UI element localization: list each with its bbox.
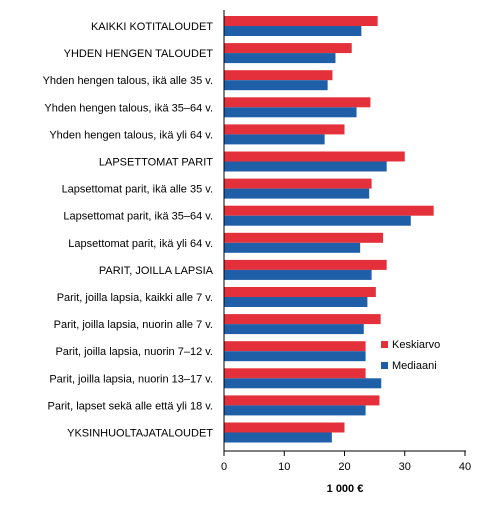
bar-keskiarvo-2	[224, 70, 333, 81]
bar-mediaani-6	[224, 188, 370, 199]
category-label: LAPSETTOMAT PARIT	[99, 157, 213, 169]
bar-mediaani-5	[224, 161, 387, 172]
bar-keskiarvo-13	[224, 368, 366, 379]
category-label: YKSINHUOLTAJATALOUDET	[67, 428, 213, 440]
bar-keskiarvo-14	[224, 395, 380, 406]
x-tick-label: 30	[399, 461, 411, 473]
bar-mediaani-10	[224, 297, 368, 307]
x-tick-label: 0	[221, 461, 227, 473]
bar-mediaani-7	[224, 215, 411, 226]
bar-mediaani-4	[224, 134, 325, 145]
x-axis-ticks: 0 10 20 30 40	[221, 451, 471, 473]
bar-mediaani-8	[224, 242, 361, 253]
category-label: Parit, joilla lapsia, kaikki alle 7 v.	[57, 292, 213, 304]
bar-keskiarvo-12	[224, 341, 366, 352]
category-label: Parit, joilla lapsia, nuorin 13–17 v.	[49, 373, 213, 385]
bar-mediaani-14	[224, 405, 366, 416]
legend-label-mediaani: Mediaani	[392, 360, 437, 372]
category-label: Lapsettomat parit, ikä alle 35 v.	[62, 184, 213, 196]
bar-mediaani-15	[224, 432, 332, 443]
bar-keskiarvo-11	[224, 314, 381, 325]
legend-swatch-keskiarvo	[381, 341, 388, 348]
category-label: Yhden hengen talous, ikä alle 35 v.	[43, 75, 213, 87]
category-label: PARIT, JOILLA LAPSIA	[99, 265, 214, 277]
bar-keskiarvo-4	[224, 124, 345, 135]
category-labels: KAIKKI KOTITALOUDET YHDEN HENGEN TALOUDET…	[43, 21, 214, 440]
bar-mediaani-13	[224, 378, 382, 389]
category-label: Parit, joilla lapsia, nuorin 7–12 v.	[55, 346, 213, 358]
category-label: Lapsettomat parit, ikä 35–64 v.	[63, 211, 213, 223]
category-label: Parit, joilla lapsia, nuorin alle 7 v.	[54, 319, 213, 331]
bar-keskiarvo-6	[224, 178, 372, 189]
bar-mediaani-11	[224, 324, 364, 335]
category-label: Parit, lapset sekä alle että yli 18 v.	[48, 400, 214, 412]
x-tick-label: 20	[338, 461, 350, 473]
category-label: KAIKKI KOTITALOUDET	[91, 21, 213, 33]
bar-keskiarvo-10	[224, 287, 376, 297]
legend-swatch-mediaani	[381, 362, 388, 369]
x-tick-label: 40	[459, 461, 471, 473]
bar-keskiarvo-3	[224, 97, 371, 108]
category-label: Yhden hengen talous, ikä 35–64 v.	[44, 102, 213, 114]
legend-label-keskiarvo: Keskiarvo	[392, 339, 440, 351]
bar-mediaani-2	[224, 80, 328, 91]
category-label: YHDEN HENGEN TALOUDET	[64, 48, 214, 60]
bar-mediaani-12	[224, 351, 366, 362]
category-label: Lapsettomat parit, ikä yli 64 v.	[68, 238, 213, 250]
bar-keskiarvo-8	[224, 232, 384, 243]
bars-group	[224, 16, 434, 443]
bar-mediaani-1	[224, 53, 336, 64]
category-label: Yhden hengen talous, ikä yli 64 v.	[49, 129, 213, 141]
x-axis-title: 1 000 €	[327, 483, 364, 495]
legend: Keskiarvo Mediaani	[381, 339, 440, 372]
bar-keskiarvo-0	[224, 16, 378, 26]
bar-keskiarvo-15	[224, 422, 345, 433]
bar-mediaani-0	[224, 26, 362, 36]
bar-keskiarvo-5	[224, 151, 405, 162]
bar-keskiarvo-7	[224, 205, 434, 216]
x-tick-label: 10	[278, 461, 290, 473]
bar-mediaani-3	[224, 107, 357, 118]
bar-mediaani-9	[224, 269, 372, 280]
bar-keskiarvo-9	[224, 259, 387, 270]
bar-keskiarvo-1	[224, 43, 352, 54]
